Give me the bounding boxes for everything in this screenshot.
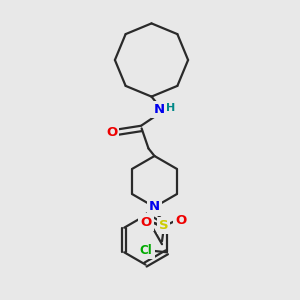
Text: N: N bbox=[149, 200, 160, 214]
Text: O: O bbox=[140, 215, 152, 229]
Text: O: O bbox=[106, 126, 117, 139]
Text: H: H bbox=[166, 103, 175, 113]
Text: N: N bbox=[153, 103, 165, 116]
Text: Cl: Cl bbox=[140, 244, 152, 257]
Text: O: O bbox=[175, 214, 187, 227]
Text: S: S bbox=[159, 219, 168, 232]
